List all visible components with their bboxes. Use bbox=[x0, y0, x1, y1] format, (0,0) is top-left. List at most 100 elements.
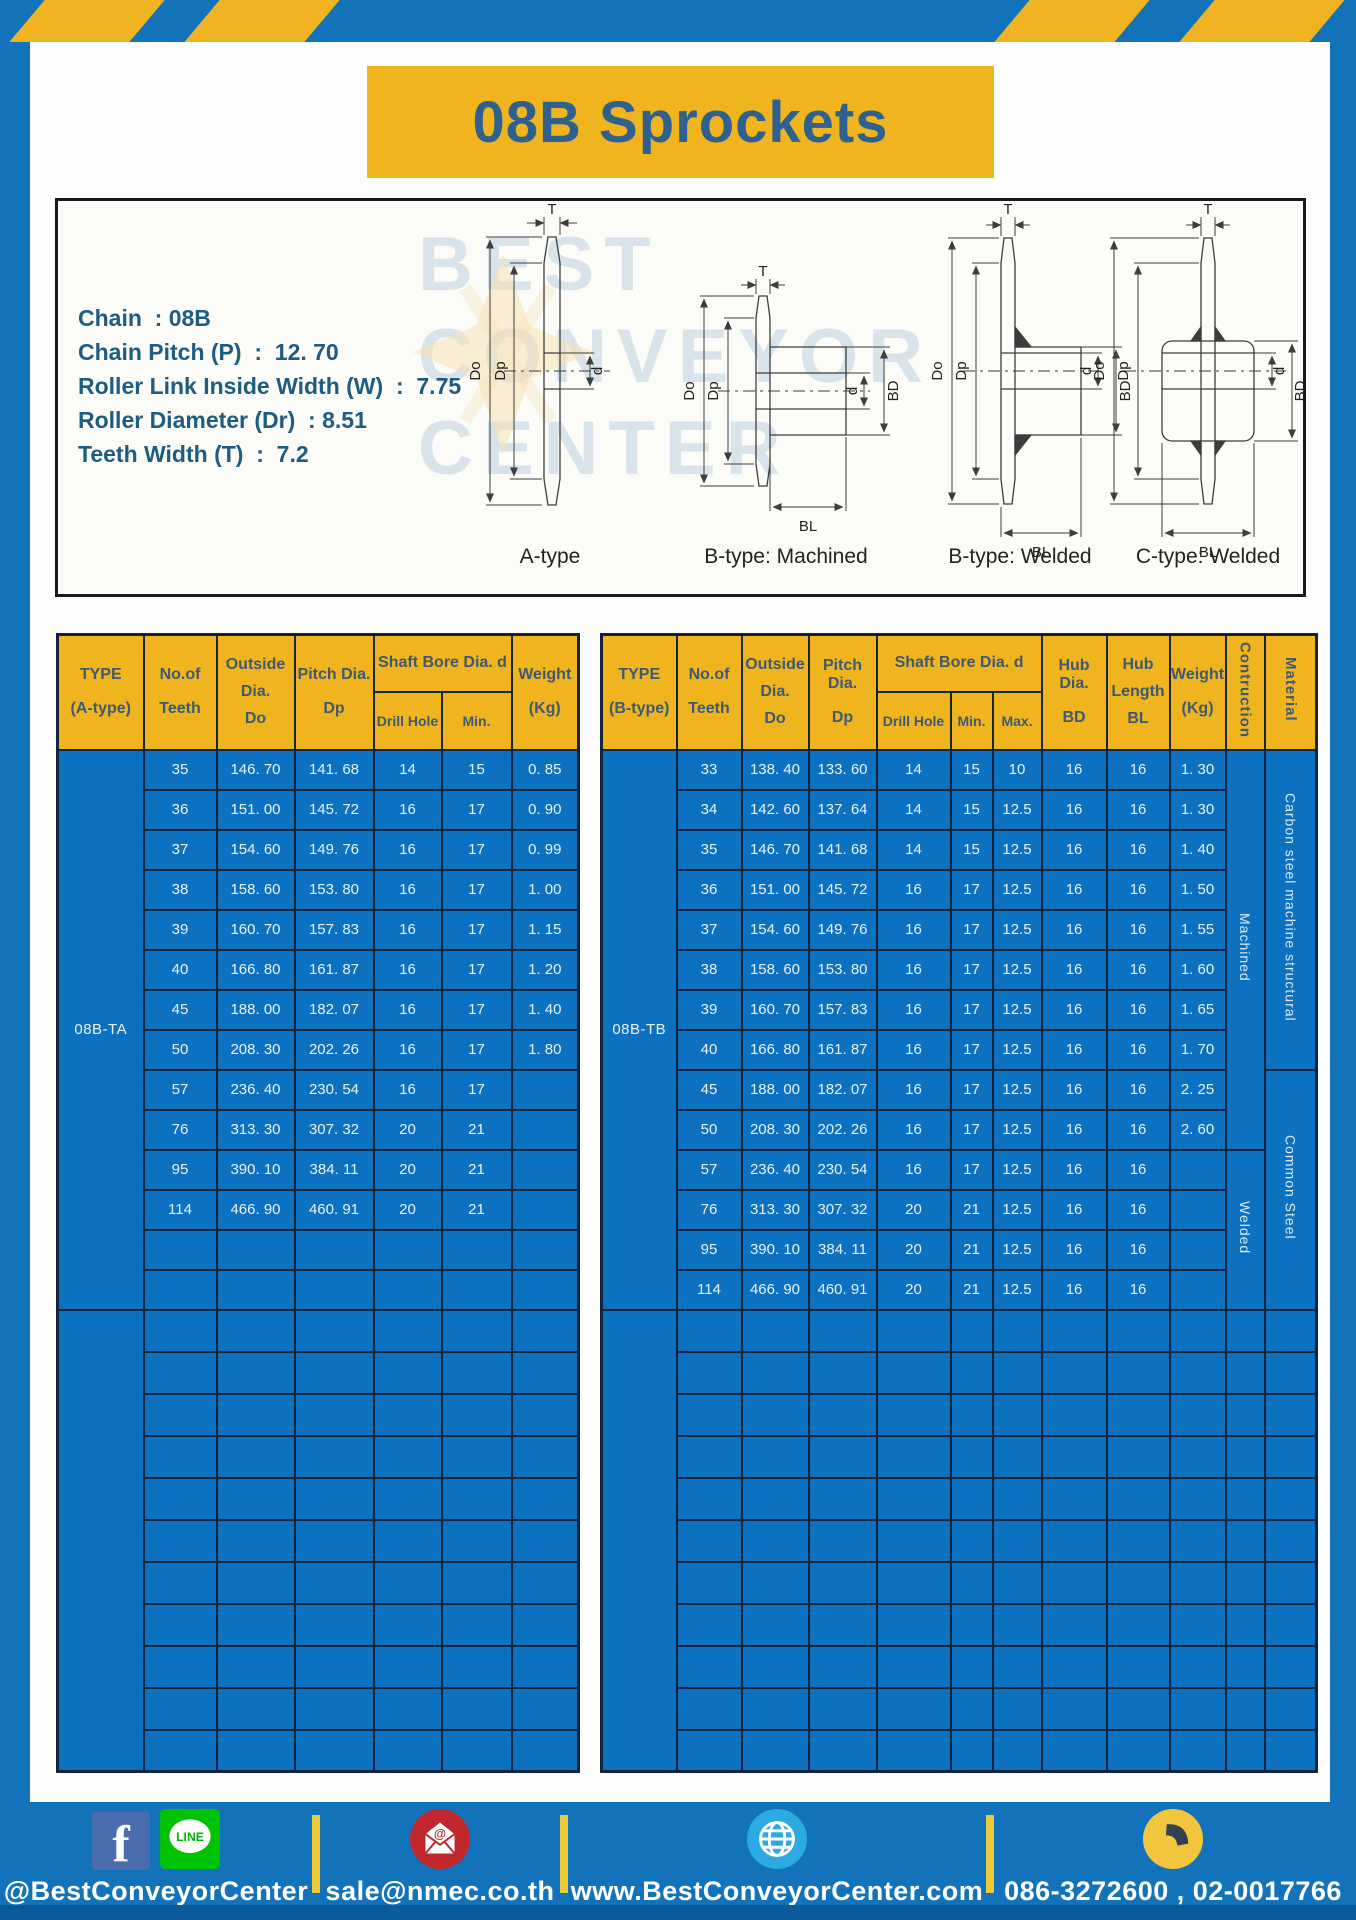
cell bbox=[949, 1728, 994, 1773]
cell: 390. 10 bbox=[215, 1148, 296, 1191]
svg-text:Dp: Dp bbox=[1115, 361, 1132, 380]
cell: 12.5 bbox=[991, 1108, 1043, 1151]
cell: 21 bbox=[949, 1188, 994, 1231]
cell bbox=[1263, 1308, 1318, 1353]
cell bbox=[991, 1560, 1043, 1605]
cell: 16 bbox=[1105, 868, 1171, 911]
cell: 40 bbox=[675, 1028, 743, 1071]
cell bbox=[372, 1686, 443, 1731]
cell: 313. 30 bbox=[740, 1188, 810, 1231]
cell: 34 bbox=[675, 788, 743, 831]
cell bbox=[293, 1434, 375, 1479]
footer-icons: f LINE bbox=[92, 1808, 220, 1874]
cell bbox=[142, 1686, 218, 1731]
cell bbox=[215, 1728, 296, 1773]
cell bbox=[1168, 1686, 1227, 1731]
cell bbox=[740, 1686, 810, 1731]
spec-line: Teeth Width (T) : 7.2 bbox=[78, 441, 309, 467]
cell: 17 bbox=[949, 948, 994, 991]
phone-icon[interactable] bbox=[1142, 1808, 1204, 1875]
cell: 384. 11 bbox=[293, 1148, 375, 1191]
footer-divider bbox=[986, 1814, 994, 1893]
svg-text:T: T bbox=[1203, 201, 1212, 218]
cell: 45 bbox=[675, 1068, 743, 1111]
cell bbox=[740, 1518, 810, 1563]
cell: 37 bbox=[675, 908, 743, 951]
footer-label[interactable]: sale@nmec.co.th bbox=[325, 1876, 555, 1906]
cell bbox=[510, 1476, 580, 1521]
header-min: Min. bbox=[949, 690, 994, 751]
cell: 17 bbox=[440, 868, 513, 911]
header-pitch-dia: Pitch Dia. Dp bbox=[293, 633, 375, 751]
footer-label[interactable]: @BestConveyorCenter bbox=[3, 1876, 309, 1906]
cell: 20 bbox=[875, 1228, 952, 1271]
cell bbox=[1224, 1476, 1266, 1521]
cell bbox=[875, 1392, 952, 1437]
cell bbox=[1168, 1268, 1227, 1311]
cell bbox=[675, 1686, 743, 1731]
cell bbox=[142, 1728, 218, 1773]
footer-label[interactable]: 086-3272600 , 02-0017766 bbox=[1004, 1876, 1342, 1906]
cell: 21 bbox=[949, 1228, 994, 1271]
cell bbox=[1040, 1560, 1108, 1605]
globe-icon[interactable] bbox=[746, 1808, 808, 1875]
cell bbox=[510, 1068, 580, 1111]
email-icon[interactable]: @ bbox=[409, 1808, 471, 1875]
cell bbox=[807, 1350, 878, 1395]
cell bbox=[1040, 1476, 1108, 1521]
cell bbox=[215, 1434, 296, 1479]
header-max: Max. bbox=[991, 690, 1043, 751]
line-icon[interactable]: LINE bbox=[160, 1808, 220, 1874]
cell bbox=[807, 1518, 878, 1563]
table-row bbox=[56, 1308, 580, 1773]
cell bbox=[215, 1392, 296, 1437]
cell: 0. 90 bbox=[510, 788, 580, 831]
cell: 36 bbox=[675, 868, 743, 911]
cell: 17 bbox=[949, 1068, 994, 1111]
cell: 208. 30 bbox=[740, 1108, 810, 1151]
table-row: 50 208. 30 202. 26 16 17 12.5 16 16 2. 60 bbox=[602, 1108, 1317, 1151]
cell: 208. 30 bbox=[215, 1028, 296, 1071]
cell bbox=[293, 1728, 375, 1773]
cell bbox=[142, 1602, 218, 1647]
cell: 12.5 bbox=[991, 948, 1043, 991]
svg-text:T: T bbox=[547, 201, 556, 218]
cell bbox=[440, 1602, 513, 1647]
cell bbox=[372, 1602, 443, 1647]
cell bbox=[1040, 1602, 1108, 1647]
cell bbox=[372, 1434, 443, 1479]
cell: 166. 80 bbox=[215, 948, 296, 991]
cell: 16 bbox=[1040, 1148, 1108, 1191]
header-min: Min. bbox=[440, 690, 513, 751]
cell: 182. 07 bbox=[807, 1068, 878, 1111]
cell: 154. 60 bbox=[740, 908, 810, 951]
header-no-of-teeth: No.of Teeth bbox=[142, 633, 218, 751]
cell bbox=[740, 1434, 810, 1479]
cell bbox=[1105, 1644, 1171, 1689]
cell: 95 bbox=[675, 1228, 743, 1271]
footer-section: @ sale@nmec.co.th bbox=[320, 1802, 560, 1906]
cell: 157. 83 bbox=[293, 908, 375, 951]
cell bbox=[440, 1728, 513, 1773]
cell: 1. 65 bbox=[1168, 988, 1227, 1031]
cell: 145. 72 bbox=[807, 868, 878, 911]
cell: 17 bbox=[440, 788, 513, 831]
cell: 16 bbox=[1105, 1108, 1171, 1151]
cell bbox=[1224, 1644, 1266, 1689]
cell bbox=[875, 1434, 952, 1479]
cell bbox=[875, 1686, 952, 1731]
footer-label[interactable]: www.BestConveyorCenter.com bbox=[570, 1876, 984, 1906]
cell: 17 bbox=[949, 868, 994, 911]
table-row bbox=[602, 1686, 1318, 1731]
top-hazard-bar bbox=[0, 0, 1356, 42]
facebook-icon[interactable]: f bbox=[92, 1812, 150, 1871]
cell bbox=[1263, 1434, 1318, 1479]
cell bbox=[215, 1560, 296, 1605]
cell bbox=[372, 1268, 443, 1311]
diagram-panel: BEST CONVEYOR CENTER Chain : 08B Chain Pi… bbox=[55, 198, 1306, 597]
table-row bbox=[602, 1602, 1318, 1647]
cell bbox=[510, 1602, 580, 1647]
table-row bbox=[602, 1728, 1318, 1773]
cell bbox=[1263, 1686, 1318, 1731]
